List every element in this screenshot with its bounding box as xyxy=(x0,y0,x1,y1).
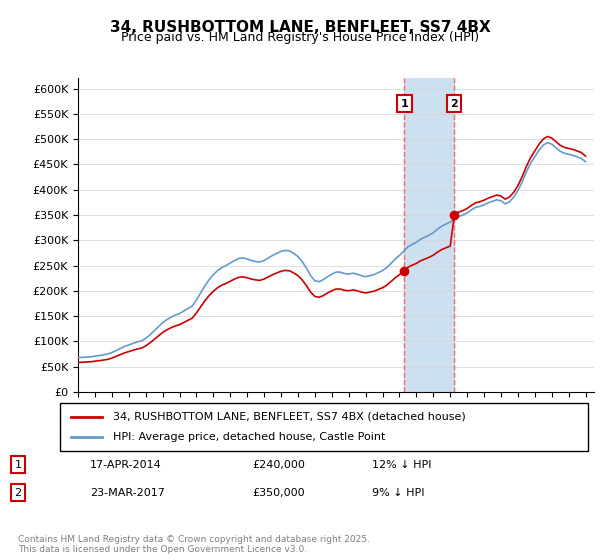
Text: £350,000: £350,000 xyxy=(252,488,305,498)
Bar xyxy=(404,78,454,392)
Text: 1: 1 xyxy=(400,99,408,109)
Text: Contains HM Land Registry data © Crown copyright and database right 2025.
This d: Contains HM Land Registry data © Crown c… xyxy=(18,535,370,554)
Text: 34, RUSHBOTTOM LANE, BENFLEET, SS7 4BX: 34, RUSHBOTTOM LANE, BENFLEET, SS7 4BX xyxy=(110,20,490,35)
FancyBboxPatch shape xyxy=(60,403,588,451)
Text: 9% ↓ HPI: 9% ↓ HPI xyxy=(372,488,425,498)
Text: 17-APR-2014: 17-APR-2014 xyxy=(90,460,162,470)
Text: 23-MAR-2017: 23-MAR-2017 xyxy=(90,488,165,498)
Text: 1: 1 xyxy=(14,460,22,470)
Text: Price paid vs. HM Land Registry's House Price Index (HPI): Price paid vs. HM Land Registry's House … xyxy=(121,31,479,44)
Text: 2: 2 xyxy=(450,99,458,109)
Text: HPI: Average price, detached house, Castle Point: HPI: Average price, detached house, Cast… xyxy=(113,432,385,442)
Text: £240,000: £240,000 xyxy=(252,460,305,470)
Text: 34, RUSHBOTTOM LANE, BENFLEET, SS7 4BX (detached house): 34, RUSHBOTTOM LANE, BENFLEET, SS7 4BX (… xyxy=(113,412,466,422)
Text: 2: 2 xyxy=(14,488,22,498)
Text: 12% ↓ HPI: 12% ↓ HPI xyxy=(372,460,431,470)
